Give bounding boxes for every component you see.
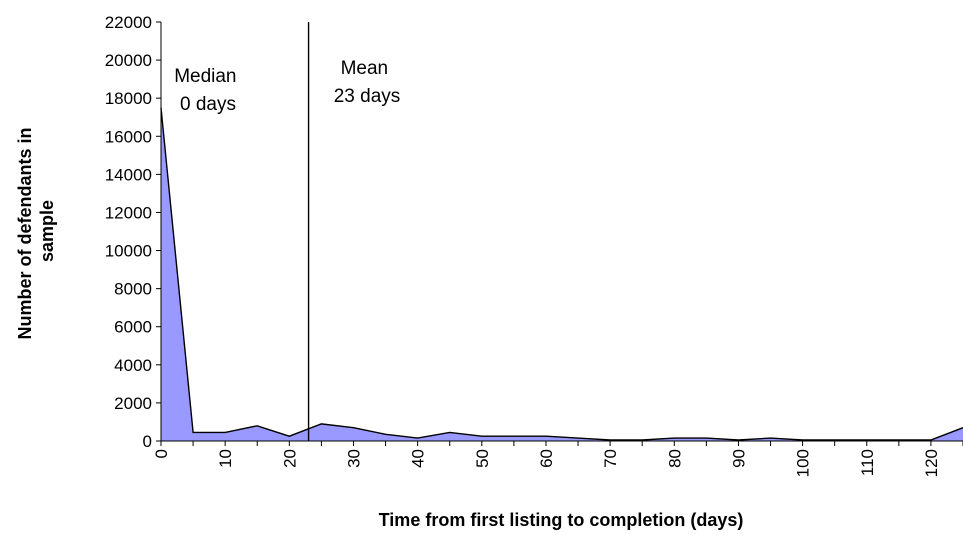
median-annotation-line-1: Median bbox=[174, 66, 236, 87]
median-annotation-line-2: 0 days bbox=[180, 94, 236, 115]
mean-annotation-line-2: 23 days bbox=[334, 86, 401, 107]
y-tick-label: 6000 bbox=[114, 318, 152, 337]
x-tick-label: 60 bbox=[537, 449, 556, 468]
x-tick-label: 30 bbox=[344, 449, 363, 468]
y-tick-label: 16000 bbox=[105, 127, 152, 146]
y-axis-title-line-1: Number of defendants in bbox=[15, 128, 35, 340]
y-tick-label: 12000 bbox=[105, 203, 152, 222]
y-axis-title-line-2: sample bbox=[37, 200, 57, 262]
x-tick-label: 70 bbox=[601, 449, 620, 468]
plot-area bbox=[160, 22, 963, 441]
x-tick-label: 90 bbox=[729, 449, 748, 468]
median-annotation: Median 0 days bbox=[174, 66, 242, 115]
y-tick-label: 0 bbox=[143, 432, 152, 451]
series-line bbox=[160, 107, 963, 441]
y-tick-label: 22000 bbox=[105, 13, 152, 32]
mean-annotation-line-1: Mean bbox=[341, 58, 389, 79]
axes bbox=[156, 21, 963, 446]
y-tick-label: 20000 bbox=[105, 51, 152, 70]
x-tick-label: 0 bbox=[152, 449, 171, 458]
x-tick-label: 20 bbox=[280, 449, 299, 468]
x-tick-label: 110 bbox=[858, 449, 877, 476]
x-tick-label: 10 bbox=[216, 449, 235, 468]
y-axis-title: Number of defendants in sample bbox=[15, 122, 57, 339]
mean-annotation: Mean 23 days bbox=[334, 58, 401, 107]
y-tick-label: 4000 bbox=[114, 356, 152, 375]
y-tick-label: 2000 bbox=[114, 394, 152, 413]
y-tick-label: 10000 bbox=[105, 242, 152, 261]
series-area bbox=[161, 107, 963, 441]
x-tick-label: 100 bbox=[794, 449, 813, 477]
y-tick-label: 14000 bbox=[105, 165, 152, 184]
x-tick-label: 80 bbox=[665, 449, 684, 468]
x-axis-title: Time from first listing to completion (d… bbox=[379, 510, 744, 530]
y-tick-label: 8000 bbox=[114, 280, 152, 299]
x-tick-label: 40 bbox=[409, 449, 428, 468]
tick-labels: 0 2000 4000 6000 8000 10000 12000 14000 16000 180… bbox=[105, 13, 941, 477]
x-tick-label: 120 bbox=[922, 449, 941, 477]
y-tick-label: 18000 bbox=[105, 89, 152, 108]
x-tick-label: 50 bbox=[473, 449, 492, 468]
